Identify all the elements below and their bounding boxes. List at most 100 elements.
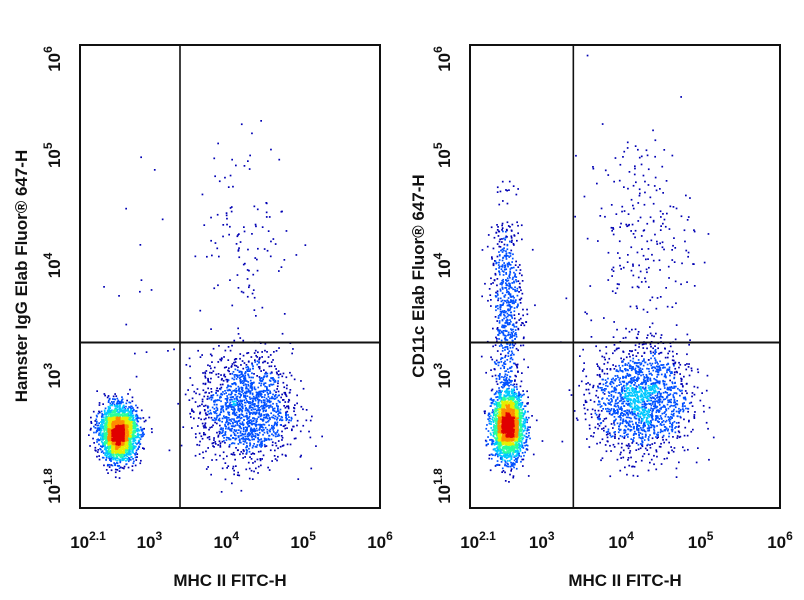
event-dot xyxy=(100,437,102,439)
event-dot xyxy=(237,471,239,474)
event-dot xyxy=(122,418,125,420)
event-dot xyxy=(139,426,142,429)
event-dot xyxy=(119,436,122,438)
event-dot xyxy=(592,386,594,389)
event-dot xyxy=(246,415,248,417)
event-dot xyxy=(234,424,237,427)
event-dot xyxy=(606,436,609,439)
event-dot xyxy=(509,226,511,228)
event-dot xyxy=(120,445,122,447)
event-dot xyxy=(280,396,282,399)
event-dot xyxy=(124,426,126,429)
event-dot xyxy=(250,376,253,379)
event-dot xyxy=(125,416,127,419)
event-dot xyxy=(277,380,279,382)
event-dot xyxy=(138,441,141,443)
event-dot xyxy=(620,268,622,270)
event-dot xyxy=(103,422,105,425)
event-dot xyxy=(603,356,606,359)
event-dot xyxy=(628,452,631,454)
event-dot xyxy=(233,454,236,456)
event-dot xyxy=(118,436,121,439)
event-dot xyxy=(104,412,106,414)
event-dot xyxy=(241,407,244,409)
event-dot xyxy=(133,431,136,434)
event-dot xyxy=(120,421,123,424)
event-dot xyxy=(624,336,627,339)
event-dot xyxy=(529,426,531,429)
event-dot xyxy=(228,370,230,373)
event-dot xyxy=(116,451,118,454)
event-dot xyxy=(250,406,253,409)
event-dot xyxy=(101,450,104,452)
event-dot xyxy=(293,406,295,409)
event-dot xyxy=(115,425,117,427)
event-dot xyxy=(516,363,519,366)
event-dot xyxy=(120,402,122,405)
event-dot xyxy=(113,414,116,416)
event-dot xyxy=(607,251,610,254)
event-dot xyxy=(242,392,245,395)
event-dot xyxy=(604,425,607,428)
event-dot xyxy=(527,396,529,399)
event-dot xyxy=(492,327,494,330)
event-dot xyxy=(125,427,128,429)
event-dot xyxy=(107,438,110,440)
event-dot xyxy=(287,405,290,407)
event-dot xyxy=(267,419,270,422)
event-dot xyxy=(217,419,220,422)
event-dot xyxy=(132,430,135,432)
event-dot xyxy=(210,372,213,374)
event-dot xyxy=(111,433,114,435)
event-dot xyxy=(494,465,497,467)
event-dot xyxy=(243,399,246,402)
event-dot xyxy=(134,454,137,456)
event-dot xyxy=(219,424,221,427)
event-dot xyxy=(262,404,265,407)
event-dot xyxy=(132,458,134,460)
event-dot xyxy=(113,423,115,426)
event-dot xyxy=(272,397,275,400)
event-dot xyxy=(235,434,237,437)
event-dot xyxy=(215,406,218,409)
event-dot xyxy=(234,420,237,423)
event-dot xyxy=(261,390,264,393)
event-dot xyxy=(233,400,236,403)
event-dot xyxy=(254,408,257,411)
event-dot xyxy=(236,390,238,392)
event-dot xyxy=(256,393,258,396)
event-dot xyxy=(244,371,247,373)
event-dot xyxy=(496,327,499,329)
event-dot xyxy=(115,408,118,410)
event-dot xyxy=(598,368,601,370)
event-dot xyxy=(281,210,283,213)
event-dot xyxy=(243,396,245,398)
event-dot xyxy=(642,308,645,311)
event-dot xyxy=(272,377,274,379)
event-dot xyxy=(242,375,244,377)
event-dot xyxy=(277,413,279,416)
event-dot xyxy=(107,430,109,433)
event-dot xyxy=(125,444,128,446)
event-dot xyxy=(238,474,241,477)
event-dot xyxy=(521,372,523,374)
event-dot xyxy=(270,427,273,429)
event-dot xyxy=(118,407,121,410)
event-dot xyxy=(486,245,489,248)
event-dot xyxy=(229,422,232,425)
event-dot xyxy=(122,429,124,432)
event-dot xyxy=(658,352,660,355)
event-dot xyxy=(510,229,513,232)
event-dot xyxy=(126,424,129,427)
event-dot xyxy=(647,258,649,260)
event-dot xyxy=(119,460,122,462)
event-dot xyxy=(122,459,125,461)
event-dot xyxy=(115,448,117,450)
event-dot xyxy=(248,269,250,272)
event-dot xyxy=(252,435,255,437)
event-dot xyxy=(258,399,261,401)
event-dot xyxy=(279,408,282,411)
event-dot xyxy=(679,373,681,375)
event-dot xyxy=(603,418,606,420)
